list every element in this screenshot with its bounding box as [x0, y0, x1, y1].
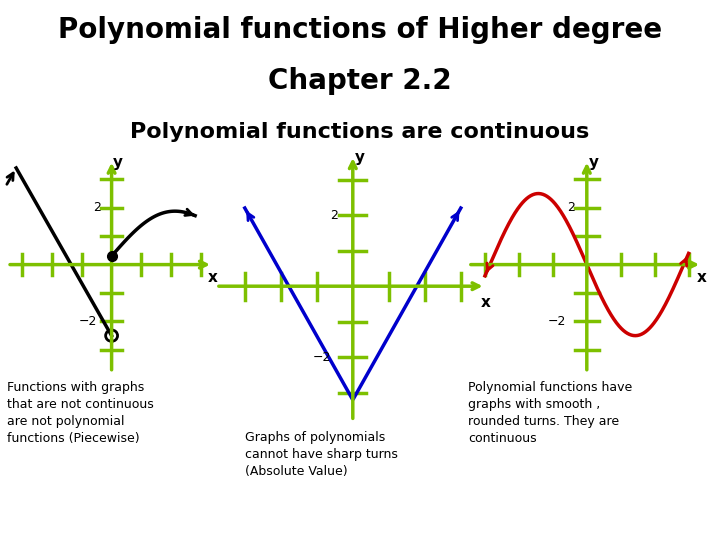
Text: −2: −2 — [548, 315, 567, 328]
Text: −2: −2 — [312, 351, 331, 364]
Text: 2: 2 — [567, 201, 575, 214]
Text: y: y — [588, 154, 598, 170]
Text: 2: 2 — [330, 208, 338, 221]
Text: Polynomial functions are continuous: Polynomial functions are continuous — [130, 122, 590, 143]
Text: Polynomial functions of Higher degree: Polynomial functions of Higher degree — [58, 16, 662, 44]
Text: x: x — [697, 270, 707, 285]
Text: y: y — [355, 151, 365, 165]
Text: y: y — [112, 154, 122, 170]
Text: Chapter 2.2: Chapter 2.2 — [268, 67, 452, 95]
Text: Functions with graphs
that are not continuous
are not polynomial
functions (Piec: Functions with graphs that are not conti… — [7, 381, 154, 445]
Text: 2: 2 — [94, 201, 101, 214]
Text: −2: −2 — [78, 315, 96, 328]
Text: Graphs of polynomials
cannot have sharp turns
(Absolute Value): Graphs of polynomials cannot have sharp … — [245, 431, 397, 478]
Text: Polynomial functions have
graphs with smooth ,
rounded turns. They are
continuou: Polynomial functions have graphs with sm… — [468, 381, 632, 445]
Text: x: x — [208, 270, 218, 285]
Text: x: x — [480, 295, 490, 309]
